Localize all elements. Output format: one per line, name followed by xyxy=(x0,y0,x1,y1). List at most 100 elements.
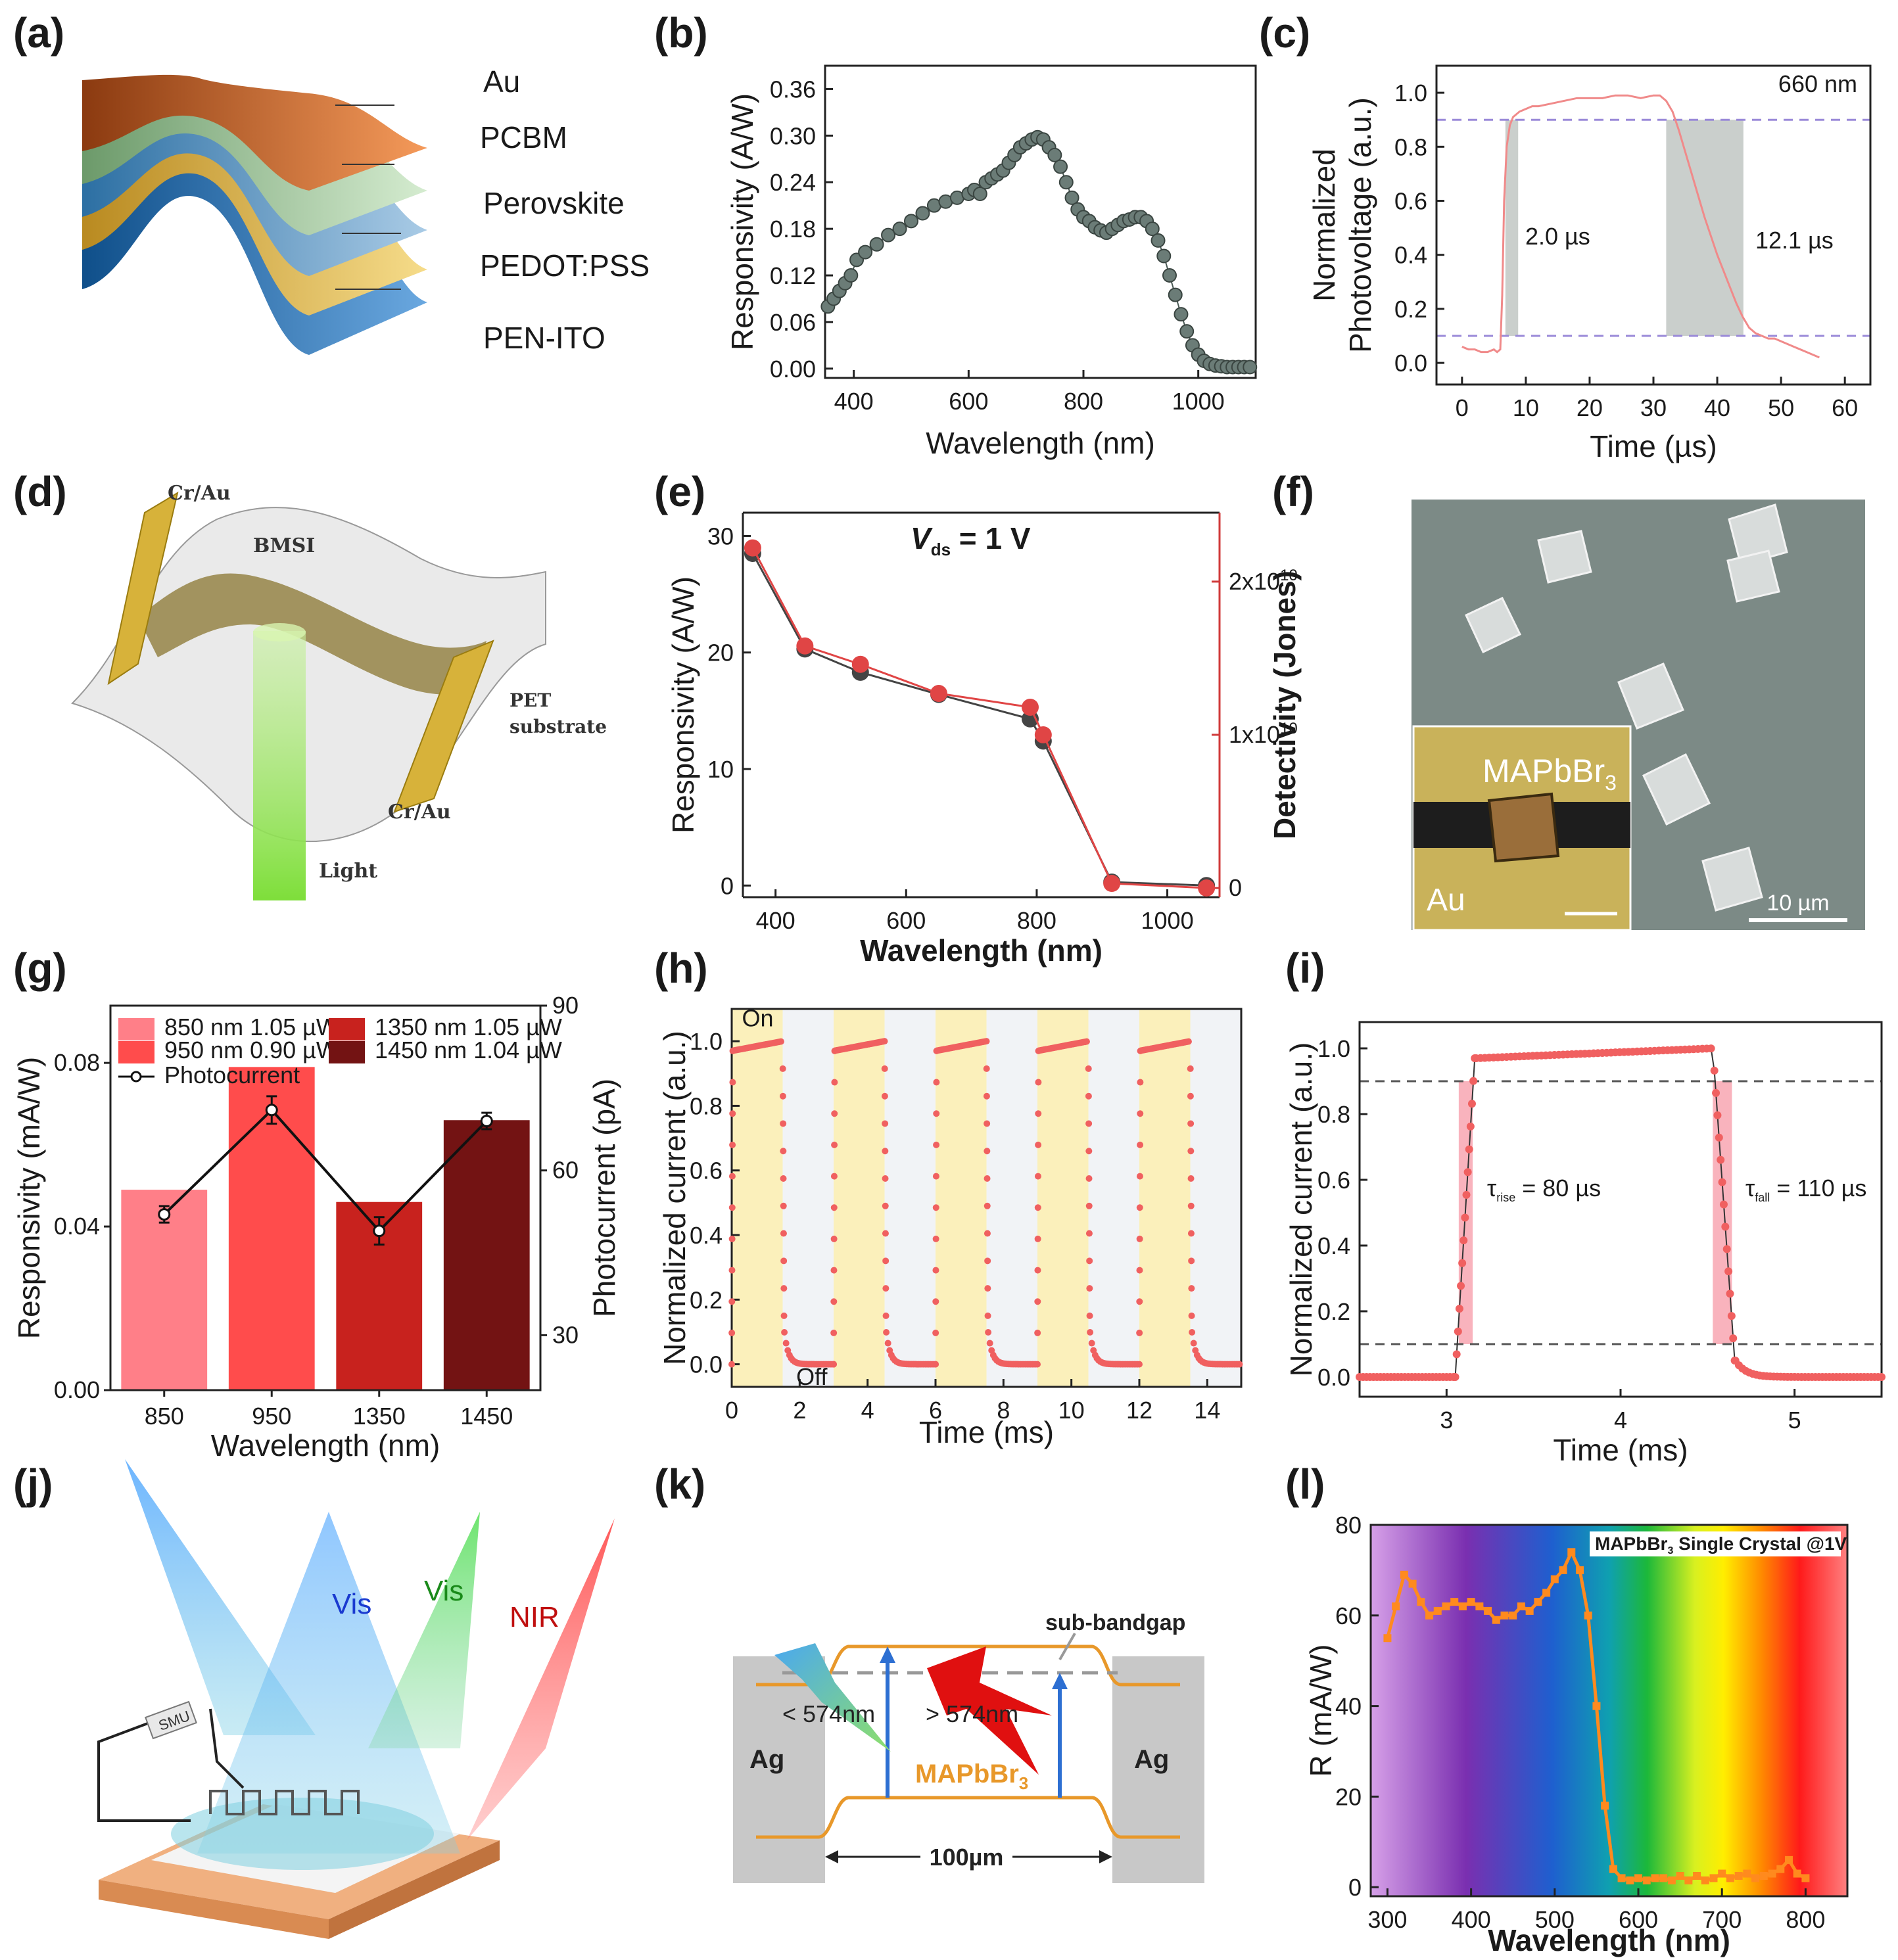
x-tick-label: 800 xyxy=(1017,907,1056,934)
data-point xyxy=(984,1285,991,1292)
inset-label-au: Au xyxy=(1427,883,1465,918)
beam-label-nir: NIR xyxy=(510,1601,559,1633)
data-point xyxy=(1458,1259,1467,1267)
data-point xyxy=(1236,1361,1243,1368)
x-tick-label: 600 xyxy=(949,388,988,415)
series-line-responsivity xyxy=(751,553,1207,887)
layer-label-pen-ito: PEN-ITO xyxy=(483,321,605,355)
cr-au-top-electrode xyxy=(107,491,179,686)
fall-time-label: 12.1 µs xyxy=(1755,227,1834,254)
data-point xyxy=(1500,1611,1509,1620)
on-interval xyxy=(1139,1009,1191,1387)
smu-box xyxy=(145,1700,197,1740)
data-point xyxy=(869,237,884,252)
data-point xyxy=(882,1257,890,1265)
data-point xyxy=(933,1079,940,1086)
y-axis-title-line2: Photovoltage (a.u.) xyxy=(1343,97,1377,353)
layer-pedot xyxy=(82,111,427,315)
beam-nir xyxy=(467,1518,615,1840)
photocurrent-point xyxy=(373,1225,386,1238)
data-point xyxy=(1156,248,1172,264)
data-point xyxy=(1189,1329,1196,1336)
data-point xyxy=(932,1329,939,1336)
x-axis-title: Time (µs) xyxy=(1590,429,1717,463)
x-tick-label: 10 xyxy=(1058,1397,1085,1424)
data-point xyxy=(1724,1267,1733,1276)
data-point xyxy=(1707,1044,1715,1053)
x-tick-label: 400 xyxy=(834,388,874,415)
light-beam xyxy=(253,631,306,900)
data-point xyxy=(932,1235,939,1242)
data-point xyxy=(780,1312,788,1319)
data-point xyxy=(779,1092,786,1100)
data-point xyxy=(1034,1173,1041,1180)
y-tick-label: 40 xyxy=(1335,1693,1362,1720)
data-point xyxy=(932,1204,939,1211)
data-point xyxy=(972,186,987,201)
label-cr-au-bottom: Cr/Au xyxy=(388,801,451,824)
on-interval xyxy=(834,1009,885,1387)
beam-label-vis-2: Vis xyxy=(424,1575,463,1607)
rise-time-label: 2.0 µs xyxy=(1525,223,1590,250)
beam-vis-blue xyxy=(125,1459,316,1735)
data-point xyxy=(932,1298,939,1305)
data-point xyxy=(1467,1100,1476,1108)
data-point xyxy=(1085,1175,1093,1182)
y-axis-title: R (mA/W) xyxy=(1304,1645,1338,1777)
x-tick-label: 50 xyxy=(1768,394,1794,421)
data-point-detectivity xyxy=(1021,698,1039,716)
ag-left-contact xyxy=(733,1656,825,1883)
x-tick-label: 1000 xyxy=(1141,907,1194,934)
plot-frame xyxy=(109,1004,542,1391)
data-point xyxy=(858,245,873,260)
data-point xyxy=(883,1329,890,1336)
plot-frame xyxy=(1369,1524,1849,1898)
fall-time-band xyxy=(1666,120,1744,337)
photocurrent-point xyxy=(480,1115,493,1127)
series-line-detectivity xyxy=(751,547,1207,889)
data-point xyxy=(1454,1327,1462,1336)
data-point xyxy=(1726,1290,1734,1298)
panel-label-j: (j) xyxy=(13,1460,53,1508)
data-point xyxy=(984,1120,991,1127)
x-tick-label: 20 xyxy=(1577,394,1603,421)
data-point xyxy=(1729,1334,1738,1343)
x-axis-title: Wavelength (nm) xyxy=(211,1428,440,1462)
data-point xyxy=(933,1110,940,1117)
fall-time-band xyxy=(1713,1081,1732,1344)
data-point xyxy=(1743,1869,1751,1878)
photocurrent-point xyxy=(265,1104,278,1117)
current-trace xyxy=(1360,1048,1882,1378)
data-point xyxy=(1451,1373,1459,1381)
data-point xyxy=(1168,287,1183,302)
x-tick-label: 8 xyxy=(997,1397,1010,1424)
data-point xyxy=(1187,1202,1195,1209)
bmsi-film xyxy=(138,573,486,695)
x-tick-label: 1350 xyxy=(353,1403,406,1430)
data-point xyxy=(984,1312,991,1319)
data-point xyxy=(932,1267,939,1274)
panel-label-f: (f) xyxy=(1272,468,1314,515)
panel-label-c: (c) xyxy=(1259,9,1310,57)
data-point xyxy=(830,1173,838,1180)
data-point xyxy=(1425,1611,1434,1620)
data-point xyxy=(1550,1575,1559,1583)
right-tick-label: 30 xyxy=(552,1321,579,1348)
x-tick-label: 300 xyxy=(1367,1906,1407,1933)
data-point xyxy=(1542,1589,1551,1597)
data-point xyxy=(1450,1598,1459,1606)
data-point xyxy=(1086,1257,1093,1265)
rise-time-label: τrise = 80 µs xyxy=(1487,1175,1601,1204)
data-point xyxy=(1534,1598,1542,1606)
legend-swatch xyxy=(329,1041,365,1063)
valence-band xyxy=(756,1796,1180,1839)
data-point xyxy=(1659,1874,1668,1882)
y-tick-label: 0.4 xyxy=(690,1222,723,1249)
y-tick-label: 0.04 xyxy=(54,1213,100,1240)
data-point-detectivity xyxy=(744,539,761,557)
legend-label: 1450 nm 1.04 µW xyxy=(375,1037,562,1063)
data-point xyxy=(882,1285,890,1292)
crystals xyxy=(1465,503,1788,912)
x-tick-label: 800 xyxy=(1786,1906,1825,1933)
data-point xyxy=(780,1285,788,1292)
